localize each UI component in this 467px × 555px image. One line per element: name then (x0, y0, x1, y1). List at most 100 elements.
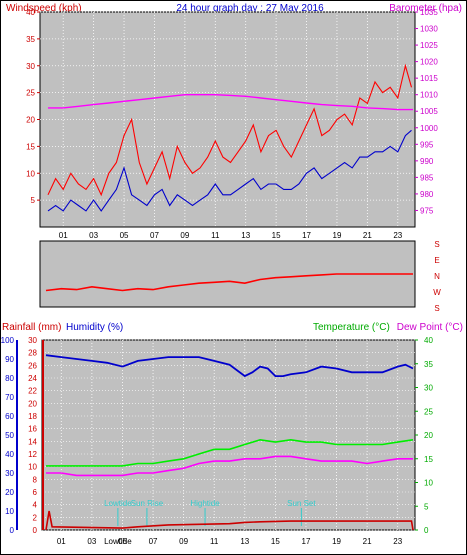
climate-x-tick: 17 (302, 537, 311, 546)
barometer-line (48, 93, 413, 111)
climate-x-tick: 15 (271, 537, 280, 546)
climate-x-tick: 09 (179, 537, 188, 546)
baro-y-tick: 980 (420, 190, 434, 199)
rain-y-tick: 30 (28, 336, 37, 345)
rain-y-tick: 0 (33, 526, 38, 535)
humidity-y-tick: 80 (5, 374, 14, 383)
baro-y-tick: 995 (420, 140, 434, 149)
wind-x-tick: 19 (333, 231, 342, 240)
rain-y-tick: 24 (28, 374, 37, 383)
direction-letter: N (434, 272, 440, 281)
temp-y-tick: 10 (424, 479, 433, 488)
humidity-y-tick: 0 (10, 526, 15, 535)
baro-y-tick: 1010 (420, 91, 438, 100)
baro-y-tick: 1020 (420, 58, 438, 67)
annotation-label: Hightide (190, 499, 220, 508)
wind-y-tick: 35 (26, 35, 35, 44)
wind-y-tick: 25 (26, 89, 35, 98)
climate-x-tick: 21 (363, 537, 372, 546)
rainfall-line (45, 510, 414, 531)
wind-y-tick: 40 (26, 8, 35, 17)
wind-y-tick: 10 (26, 169, 35, 178)
climate-x-tick: 05 (118, 537, 127, 546)
wind-y-tick: 20 (26, 116, 35, 125)
annotation-label: Sun Rise (131, 499, 164, 508)
wind-y-tick: 15 (26, 142, 35, 151)
climate-x-tick: 23 (393, 537, 402, 546)
baro-y-tick: 1035 (420, 8, 438, 17)
barometer-axis-title: Barometer (hpa) (389, 3, 462, 14)
humidity-y-tick: 40 (5, 450, 14, 459)
humidity-y-tick: 20 (5, 488, 14, 497)
wind-x-tick: 01 (59, 231, 68, 240)
direction-letter: W (433, 288, 441, 297)
baro-y-tick: 1000 (420, 124, 438, 133)
dewpoint-axis-title: Dew Point (°C) (397, 322, 463, 333)
climate-x-tick: 03 (87, 537, 96, 546)
rain-y-tick: 4 (33, 501, 38, 510)
wind-x-tick: 11 (211, 231, 220, 240)
temp-y-tick: 5 (424, 502, 429, 511)
wind-x-tick: 09 (180, 231, 189, 240)
wind-x-tick: 17 (302, 231, 311, 240)
rainfall-axis-title: Rainfall (mm) (2, 322, 61, 333)
rain-y-tick: 2 (33, 513, 38, 522)
wind-direction-line (45, 273, 413, 292)
climate-x-tick: 07 (149, 537, 158, 546)
rain-y-tick: 20 (28, 399, 37, 408)
rain-y-tick: 26 (28, 361, 37, 370)
baro-y-tick: 1015 (420, 74, 438, 83)
direction-letter: S (434, 304, 439, 313)
rain-y-tick: 8 (33, 475, 38, 484)
baro-y-tick: 1030 (420, 25, 438, 34)
wind-x-tick: 13 (241, 231, 250, 240)
wind-x-tick: 21 (363, 231, 372, 240)
baro-y-tick: 985 (420, 173, 434, 182)
chart-title: 24 hour graph day : 27 May 2016 (176, 3, 324, 14)
climate-x-tick: 11 (210, 537, 219, 546)
temp-y-tick: 40 (424, 336, 433, 345)
rain-y-tick: 14 (28, 437, 37, 446)
humidity-axis-title: Humidity (%) (66, 322, 123, 333)
dew_point-line (46, 455, 413, 477)
humidity-line (45, 354, 414, 378)
humidity-y-tick: 60 (5, 412, 14, 421)
temp-y-tick: 15 (424, 455, 433, 464)
average-line (47, 129, 412, 212)
humidity-y-tick: 50 (5, 431, 14, 440)
wind-y-tick: 5 (31, 196, 36, 205)
humidity-y-tick: 90 (5, 355, 14, 364)
climate-x-tick: 01 (57, 537, 66, 546)
temp-y-tick: 20 (424, 431, 433, 440)
wind-y-tick: 30 (26, 62, 35, 71)
gust-line (47, 63, 413, 197)
wind-x-tick: 05 (120, 231, 129, 240)
wind-x-tick: 15 (272, 231, 281, 240)
annotation-label: Sun Set (287, 499, 316, 508)
rain-y-tick: 18 (28, 412, 37, 421)
humidity-y-tick: 100 (1, 336, 15, 345)
rain-y-tick: 16 (28, 425, 37, 434)
direction-letter: E (434, 256, 439, 265)
baro-y-tick: 1025 (420, 41, 438, 50)
baro-y-tick: 975 (420, 206, 434, 215)
climate-x-tick: 19 (332, 537, 341, 546)
annotation-label: Lowtide (104, 499, 132, 508)
humidity-y-tick: 30 (5, 469, 14, 478)
baro-y-tick: 1005 (420, 107, 438, 116)
wind-x-tick: 23 (393, 231, 402, 240)
baro-y-tick: 990 (420, 157, 434, 166)
climate-plot-area (41, 339, 416, 531)
humidity-y-tick: 10 (5, 507, 14, 516)
wind-x-tick: 03 (89, 231, 98, 240)
rain-y-tick: 22 (28, 387, 37, 396)
temperature-axis-title: Temperature (°C) (313, 322, 390, 333)
temp-y-tick: 30 (424, 384, 433, 393)
temperature-line (46, 438, 414, 467)
humidity-y-tick: 70 (5, 393, 14, 402)
rain-y-tick: 28 (28, 349, 37, 358)
temp-y-tick: 35 (424, 360, 433, 369)
rain-y-tick: 12 (28, 450, 37, 459)
rain-y-tick: 6 (33, 488, 38, 497)
